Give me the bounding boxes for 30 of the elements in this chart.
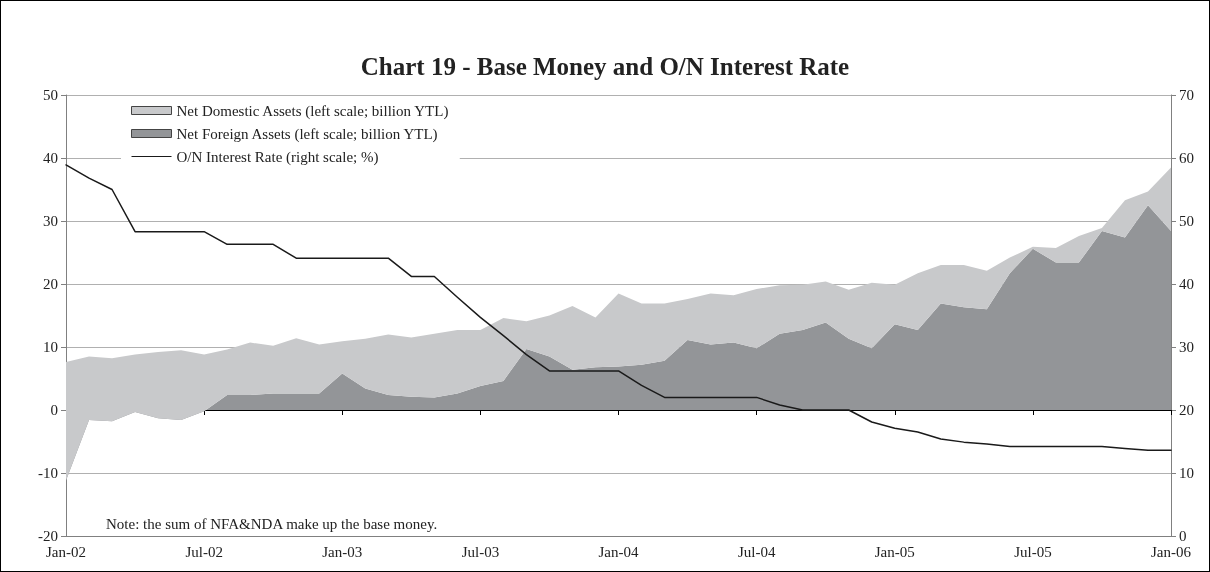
x-tick-label: Jan-03 bbox=[322, 543, 363, 560]
x-tick-label: Jan-06 bbox=[1151, 543, 1192, 560]
y-tick-label: 20 bbox=[43, 276, 58, 292]
y2-tick-label: 10 bbox=[1179, 465, 1194, 481]
x-tick-label: Jul-03 bbox=[461, 543, 500, 560]
y-tick-label: -10 bbox=[38, 465, 58, 481]
y2-tick-label: 0 bbox=[1179, 528, 1187, 544]
y2-tick-label: 60 bbox=[1179, 150, 1194, 166]
legend-label: Net Foreign Assets (left scale; billion YTL) bbox=[176, 125, 438, 143]
legend-label: Net Domestic Assets (left scale; billion YTL) bbox=[176, 102, 449, 120]
y-tick-label: 40 bbox=[43, 150, 58, 166]
x-tick-label: Jul-04 bbox=[737, 543, 776, 560]
x-tick-label: Jul-05 bbox=[1014, 543, 1052, 560]
x-tick-label: Jan-04 bbox=[598, 543, 639, 560]
legend-label: O/N Interest Rate (right scale; %) bbox=[176, 148, 379, 166]
y-tick-label: 10 bbox=[43, 339, 58, 355]
y2-tick-label: 30 bbox=[1179, 339, 1194, 355]
y2-tick-label: 40 bbox=[1179, 276, 1194, 292]
y-tick-label: -20 bbox=[38, 528, 58, 544]
y-tick-label: 50 bbox=[43, 87, 58, 103]
x-tick-label: Jan-05 bbox=[874, 543, 915, 560]
y-tick-label: 30 bbox=[43, 213, 58, 229]
y-tick-label: 0 bbox=[50, 402, 58, 418]
y2-tick-label: 50 bbox=[1179, 213, 1194, 229]
x-tick-label: Jul-02 bbox=[185, 543, 223, 560]
y2-tick-label: 70 bbox=[1179, 87, 1194, 103]
annotation: Note: the sum of NFA&NDA make up the base money. bbox=[106, 515, 438, 532]
y2-tick-label: 20 bbox=[1179, 402, 1194, 418]
chart-title: Chart 19 - Base Money and O/N Interest Rate bbox=[360, 53, 850, 80]
x-tick-label: Jan-02 bbox=[46, 543, 86, 560]
